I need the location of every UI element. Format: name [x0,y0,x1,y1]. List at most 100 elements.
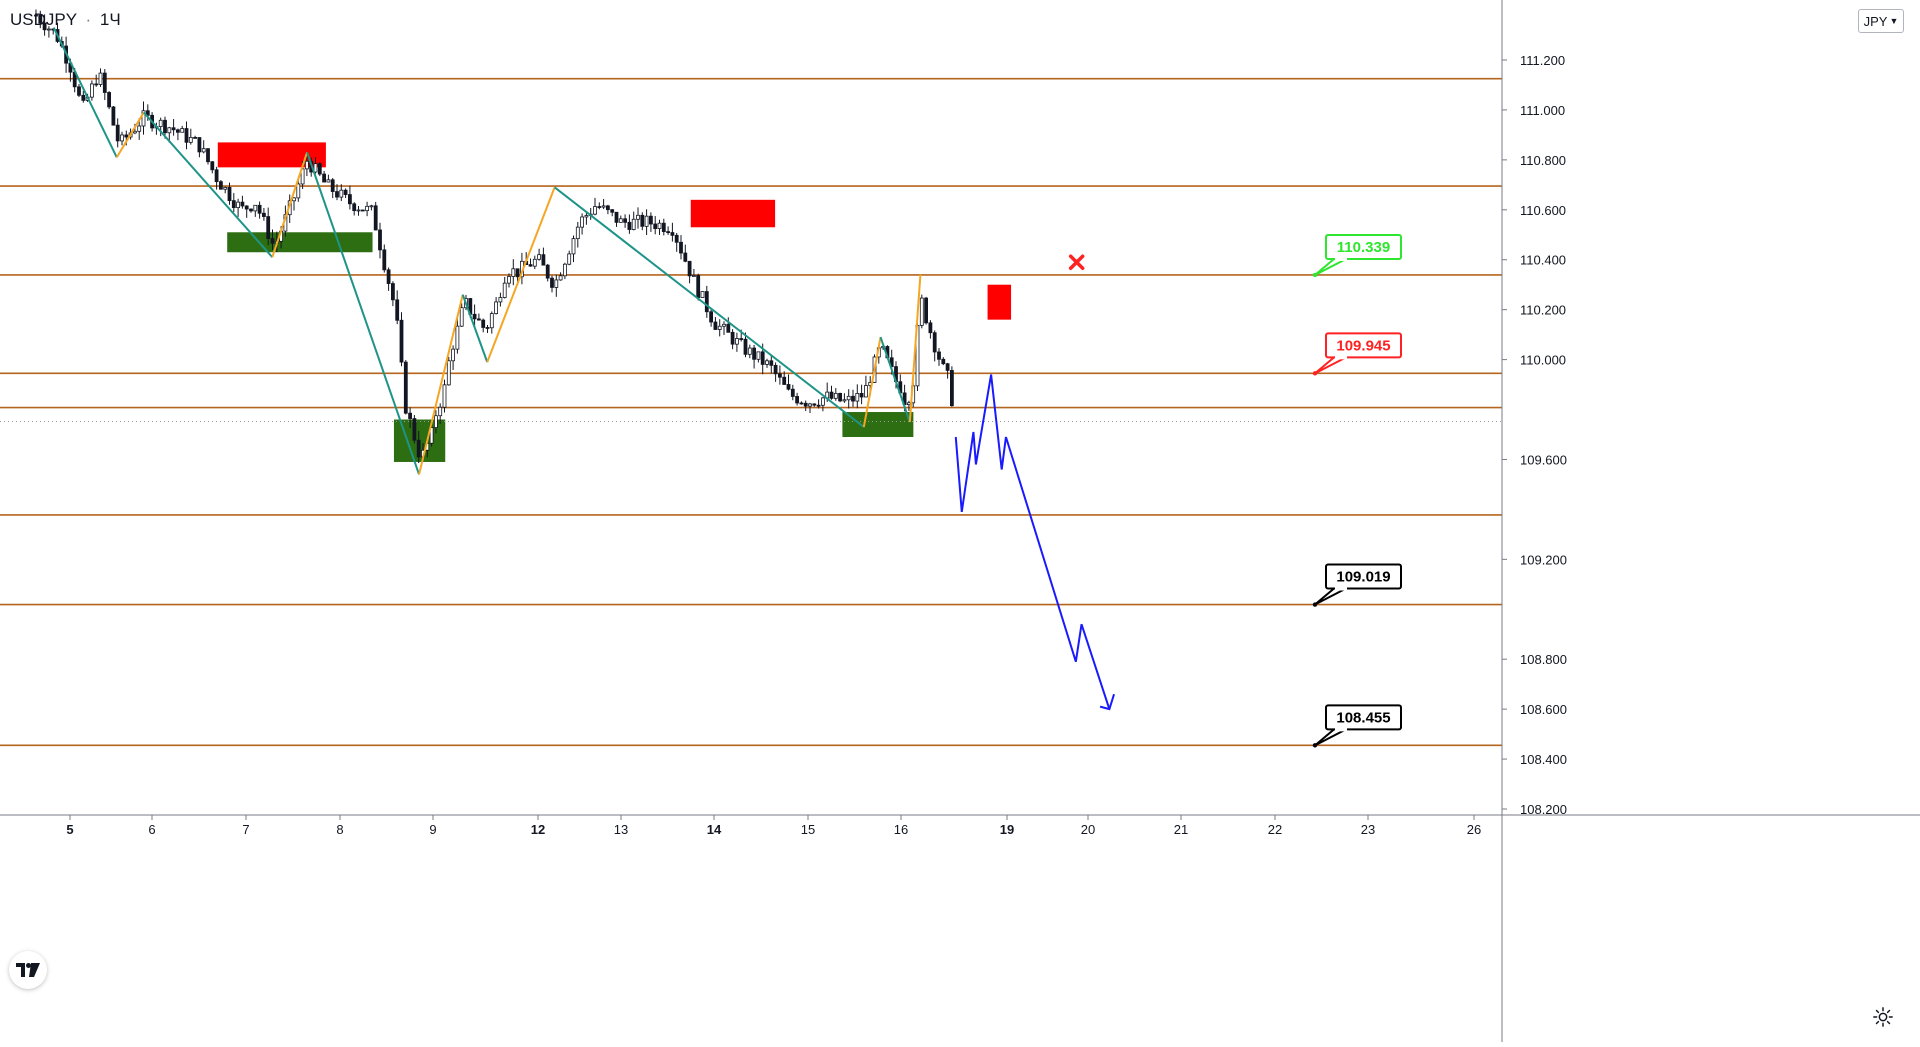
candle-body [636,214,640,220]
time-tick-label: 6 [148,822,155,837]
candle [833,388,838,401]
candle [90,80,94,101]
candle-body [631,218,636,230]
candle [941,357,946,366]
candle [773,362,778,382]
candle-body [416,439,421,458]
candle-body [700,291,705,298]
candle-body [717,325,722,330]
candle-body [829,391,834,399]
down-swing-line[interactable] [879,336,911,423]
supply-zone[interactable] [987,284,1012,320]
time-tick-label: 23 [1361,822,1375,837]
candle [485,325,490,333]
target-callout[interactable]: 110.339 [1312,233,1402,278]
up-swing-line[interactable] [418,294,464,475]
candle [206,148,210,165]
candle-body [773,364,778,375]
candle [81,90,86,103]
candle-body [778,373,782,378]
candle-body [459,307,464,327]
candle-body [494,301,499,315]
candle [640,212,645,231]
demand-zone[interactable] [842,412,914,437]
candle [696,273,701,301]
target-callout[interactable]: 108.455 [1312,704,1402,748]
down-swing-line[interactable] [306,152,420,475]
callout-anchor-dot [1312,602,1318,607]
target-callout[interactable]: 109.945 [1312,332,1402,376]
candle-body [292,197,296,202]
candle-body [193,137,198,139]
candle-body [782,376,787,385]
candle [636,207,640,229]
up-swing-line[interactable] [908,274,922,423]
red-x-stroke [1068,254,1085,270]
candle [558,272,563,281]
candle [765,358,769,368]
candle-body [403,361,408,414]
candle [365,201,370,217]
callouts-layer: 110.339 109.945 109.019 108.455 [1068,233,1402,748]
tradingview-logo-icon[interactable] [9,951,47,989]
gear-icon[interactable] [1872,1006,1894,1028]
candle [451,345,456,370]
candle [107,91,111,110]
up-swing-line[interactable] [486,186,556,363]
candle [257,201,262,219]
projection-path[interactable] [954,374,1111,710]
candle [438,403,443,424]
callout-box [1325,563,1402,590]
candle [171,119,176,136]
candle-body [593,206,597,215]
candle-body [326,179,331,183]
down-swing-line[interactable] [461,294,489,363]
candle [188,128,193,145]
symbol-title[interactable]: USDJPY · 1Ч [10,10,121,30]
candle [158,117,163,137]
up-swing-line[interactable] [115,111,145,158]
candle [627,214,632,234]
target-callout[interactable]: 109.019 [1312,563,1402,607]
time-tick-label: 8 [336,822,343,837]
candle [184,121,189,150]
candle [593,197,597,216]
candle-body [747,347,752,355]
down-swing-line[interactable] [553,186,865,428]
swing-lines-layer [52,27,922,475]
candle-body [580,216,584,228]
down-swing-line[interactable] [52,27,118,158]
candle-body [476,318,481,321]
candle [859,384,864,405]
candle [382,244,387,273]
currency-button[interactable]: JPY ▼ [1858,9,1904,33]
candle [47,26,51,38]
candle-body [81,94,86,101]
candle-body [760,351,765,365]
candle [700,291,705,298]
up-swing-line[interactable] [862,336,882,428]
candle [851,389,855,407]
candle [855,384,860,409]
supply-zone[interactable] [690,199,776,228]
candle [795,392,799,406]
candle [743,332,748,358]
candle [812,403,817,407]
candles-layer [34,9,954,464]
demand-zone[interactable] [227,232,373,253]
down-swing-line[interactable] [143,111,274,258]
candle [98,68,103,87]
price-tick-label: 108.800 [1520,652,1567,667]
candle-body [735,338,739,345]
candle [580,213,584,235]
candle [416,431,421,464]
up-swing-line[interactable] [271,152,309,258]
candle [571,235,576,263]
callout-joint [1335,586,1347,591]
candle [945,362,950,379]
time-tick-label: 20 [1081,822,1095,837]
candle-body [528,264,533,267]
candle-body [313,163,318,173]
